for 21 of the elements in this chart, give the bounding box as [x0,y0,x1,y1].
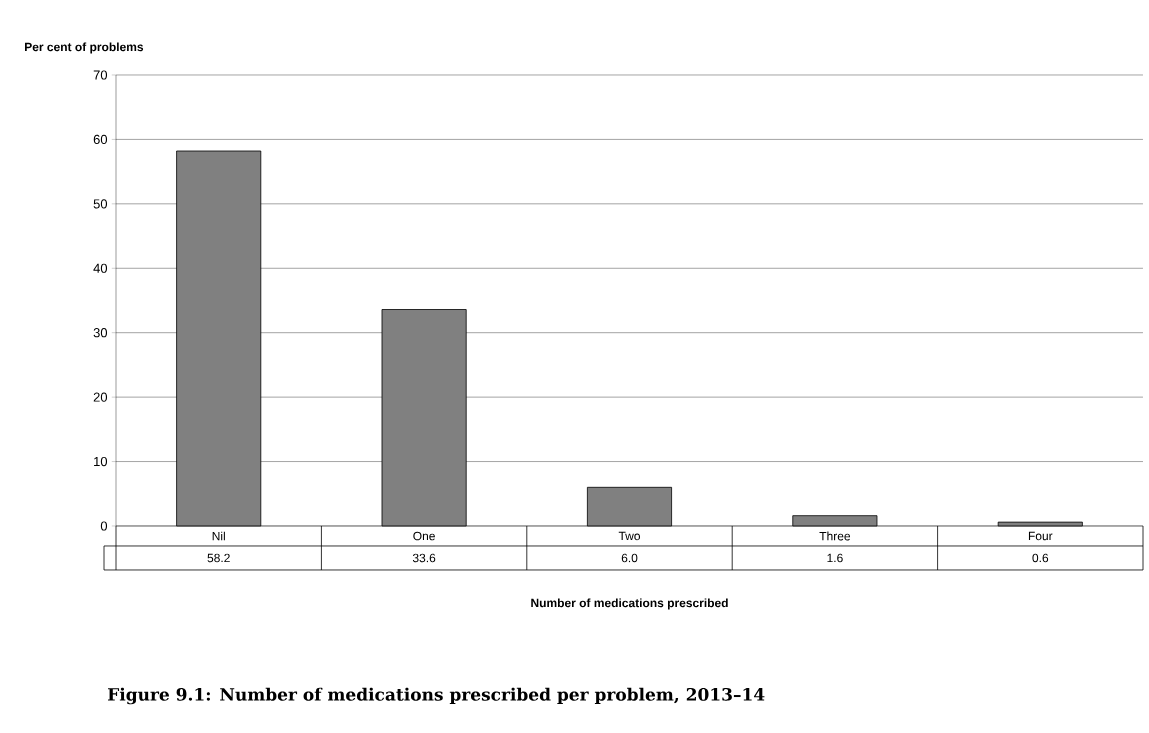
data-label: 33.6 [412,553,436,563]
caption: Figure 9.1: Number of medications prescribed per problem, 2013–14 [108,687,765,705]
y-tick-label: 20 [93,392,108,402]
x-tick-label: Three [819,531,851,541]
y-axis-title: Per cent of problems [25,42,144,54]
data-label: 6.0 [621,553,638,563]
y-tick-label: 30 [93,328,108,338]
y-tick-label: 60 [93,134,108,145]
x-tick-label: Nil [212,531,225,541]
data-label: 0.6 [1032,553,1049,563]
x-axis-title: Number of medications prescribed [531,598,728,610]
y-tick-label: 70 [93,70,108,80]
y-tick-label: 50 [93,199,108,209]
x-tick-label: One [413,531,435,541]
data-label: 58.2 [207,553,230,563]
x-tick-label: Four [1028,531,1053,541]
y-tick-label: 0 [100,521,108,531]
x-tick-label: Two [618,531,641,541]
data-label: 1.6 [827,553,843,563]
y-tick-label: 10 [94,456,108,467]
y-tick-label: 40 [93,263,108,273]
